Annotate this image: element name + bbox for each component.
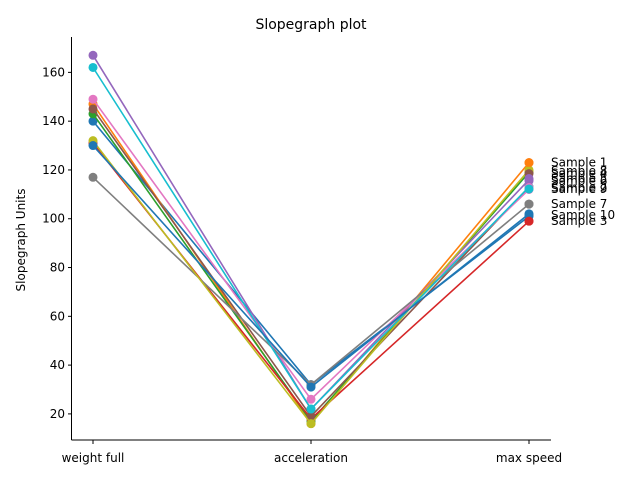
legend-marker: [524, 176, 534, 186]
series-8: [88, 172, 534, 390]
data-point: [306, 404, 316, 414]
data-point: [306, 382, 316, 392]
legend-label: Sample 9: [551, 182, 607, 196]
legend-label: Sample 3: [551, 214, 607, 228]
series-line: [92, 142, 530, 420]
series-line: [92, 54, 530, 411]
x-tick-label: weight full: [62, 451, 125, 465]
data-point: [306, 411, 316, 421]
data-point: [88, 62, 98, 72]
legend-marker: [524, 158, 534, 168]
data-point: [88, 104, 98, 114]
data-point: [88, 141, 98, 151]
legend-marker: [524, 199, 534, 209]
y-tick-label: 60: [50, 309, 65, 323]
legend-label: Sample 6: [551, 174, 607, 188]
data-point: [88, 116, 98, 126]
series-line: [92, 108, 530, 418]
x-tick-label: max speed: [496, 451, 562, 465]
data-point: [306, 394, 316, 404]
legend-label: Sample 2: [551, 181, 607, 195]
y-tick-label: 80: [50, 261, 65, 275]
y-tick-label: 40: [50, 358, 65, 372]
y-axis-label: Slopegraph Units: [14, 189, 28, 292]
legend-label: Sample 8: [551, 164, 607, 178]
chart-title: Slopegraph plot: [255, 17, 367, 33]
y-tick-label: 20: [50, 407, 65, 421]
legend-label: Sample 1: [551, 156, 607, 170]
series-line: [92, 145, 530, 389]
data-point: [88, 50, 98, 60]
legend-label: Sample 10: [551, 208, 615, 222]
y-tick-label: 140: [42, 114, 65, 128]
data-point: [306, 419, 316, 429]
series-7: [88, 94, 534, 404]
series-line: [92, 67, 530, 411]
data-point: [88, 94, 98, 104]
legend-label: Sample 7: [551, 197, 607, 211]
series-5: [88, 50, 534, 414]
legend-label: Sample 4: [551, 167, 607, 181]
series-group: [88, 50, 534, 429]
data-point: [88, 172, 98, 182]
x-ticks: weight full acceleration max speed: [62, 440, 562, 465]
y-tick-label: 120: [42, 163, 65, 177]
x-tick-label: acceleration: [274, 451, 348, 465]
series-line: [92, 103, 530, 425]
series-11: [88, 141, 534, 392]
legend-label: Sample 5: [551, 171, 607, 185]
legend-marker: [524, 216, 534, 226]
y-tick-label: 100: [42, 212, 65, 226]
y-ticks: 20 40 60 80 100 120 140 160: [42, 65, 72, 421]
y-tick-label: 160: [42, 65, 65, 79]
legend-marker: [524, 184, 534, 194]
